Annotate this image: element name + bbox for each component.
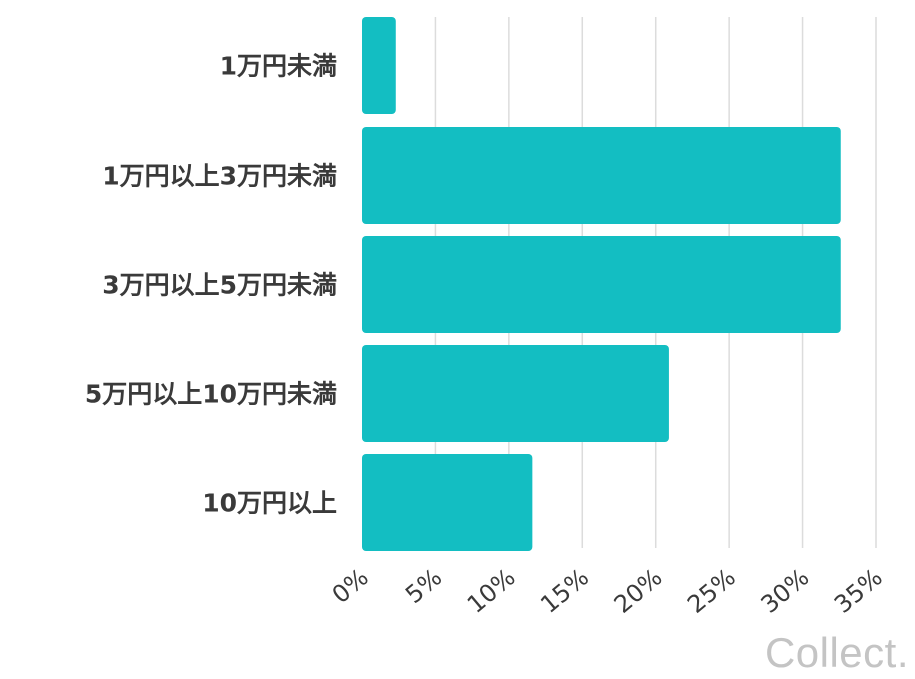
x-tick-label: 30% xyxy=(756,563,815,619)
x-tick-label: 35% xyxy=(829,563,888,619)
x-tick-label: 5% xyxy=(400,563,447,609)
x-tick-label: 15% xyxy=(535,563,594,619)
watermark-logo: Collect. xyxy=(764,629,909,676)
x-axis-tick-labels: 0% 5% 10% 15% 20% 25% 30% 35% xyxy=(327,563,888,619)
category-label: 1万円未満 xyxy=(220,52,337,81)
bar xyxy=(362,345,669,442)
bar xyxy=(362,17,396,114)
bar xyxy=(362,236,841,333)
x-tick-label: 10% xyxy=(462,563,521,619)
bar xyxy=(362,127,841,224)
category-label: 3万円以上5万円未満 xyxy=(102,271,337,300)
bars xyxy=(362,17,841,551)
category-labels: 1万円未満 1万円以上3万円未満 3万円以上5万円未満 5万円以上10万円未満 10万円… xyxy=(85,52,337,518)
category-label: 5万円以上10万円未満 xyxy=(85,380,337,409)
x-tick-label: 0% xyxy=(327,563,374,609)
category-label: 10万円以上 xyxy=(202,489,337,518)
category-label: 1万円以上3万円未満 xyxy=(102,162,337,191)
x-tick-label: 25% xyxy=(682,563,741,619)
x-tick-label: 20% xyxy=(609,563,668,619)
bar xyxy=(362,454,533,551)
